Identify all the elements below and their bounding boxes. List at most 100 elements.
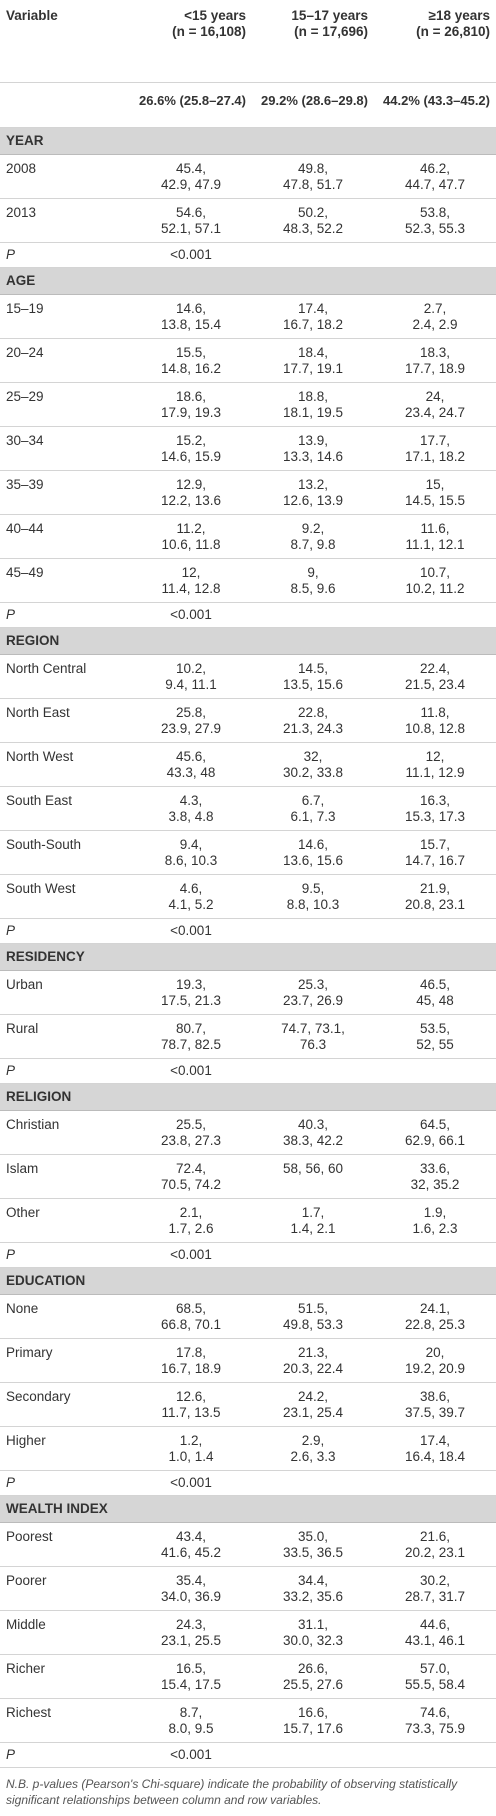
value-line: 9.4, 11.1 (165, 677, 217, 692)
value-line: 11.4, 12.8 (161, 581, 221, 596)
value-line: 8.8, 10.3 (286, 897, 340, 912)
value-line: 44.6, (419, 1617, 451, 1632)
value-cell: 8.7, 8.0, 9.5 (130, 1698, 252, 1743)
value-line: 42.9, 47.9 (160, 177, 222, 192)
value-line: 24.3, (175, 1617, 207, 1632)
value-cell: 18.4, 17.7, 19.1 (252, 338, 374, 383)
value-cell: 1.7, 1.4, 2.1 (252, 1198, 374, 1243)
spacer (252, 918, 374, 944)
header-cell: <15 years (n = 16,108) (130, 0, 252, 83)
spacer (374, 1470, 496, 1496)
value-line: 23.1, 25.4 (282, 1405, 344, 1420)
p-value: <0.001 (130, 602, 252, 628)
value-line: 41.6, 45.2 (160, 1545, 222, 1560)
value-line: 8.7, 9.8 (290, 537, 336, 552)
value-line: 17.1, 18.2 (404, 449, 466, 464)
value-line: 10.8, 12.8 (404, 721, 466, 736)
value-line: 43.4, (175, 1529, 207, 1544)
row-label: North Central (0, 654, 130, 699)
value-cell: 74.7, 73.1, 76.3 (252, 1014, 374, 1059)
value-cell: 17.4, 16.7, 18.2 (252, 294, 374, 339)
p-value: <0.001 (130, 1242, 252, 1268)
spacer (252, 1058, 374, 1084)
value-line: 17.4, (297, 301, 329, 316)
value-line: 15.2, (175, 433, 207, 448)
value-line: 58, 56, 60 (282, 1161, 344, 1176)
row-label: Middle (0, 1610, 130, 1655)
value-cell: 9.2, 8.7, 9.8 (252, 514, 374, 559)
value-line: 2.9, (301, 1433, 325, 1448)
value-cell: 2.9, 2.6, 3.3 (252, 1426, 374, 1471)
value-line: 1.6, 2.3 (412, 1221, 458, 1236)
value-line: 26.6, (297, 1661, 329, 1676)
row-label: Higher (0, 1426, 130, 1471)
value-line: 9, (307, 565, 319, 580)
value-line: 15.7, (419, 837, 451, 852)
section-title: RESIDENCY (0, 943, 496, 971)
value-line: 23.1, 25.5 (160, 1633, 222, 1648)
value-cell: 12.9, 12.2, 13.6 (130, 470, 252, 515)
value-line: 22.4, (419, 661, 451, 676)
value-cell: 45.4, 42.9, 47.9 (130, 154, 252, 199)
value-line: 23.7, 26.9 (282, 993, 344, 1008)
spacer (374, 1242, 496, 1268)
value-line: 17.5, 21.3 (160, 993, 222, 1008)
value-cell: 74.6, 73.3, 75.9 (374, 1698, 496, 1743)
value-cell: 19.3, 17.5, 21.3 (130, 970, 252, 1015)
value-line: 1.7, (301, 1205, 325, 1220)
value-cell: 2.1, 1.7, 2.6 (130, 1198, 252, 1243)
value-line: 2.6, 3.3 (290, 1449, 336, 1464)
value-cell: 68.5, 66.8, 70.1 (130, 1294, 252, 1339)
value-line: 14.5, (297, 661, 329, 676)
value-line: 10.7, (419, 565, 451, 580)
value-line: 45.6, (175, 749, 207, 764)
value-line: 78.7, 82.5 (160, 1037, 222, 1052)
p-row: P <0.001 (0, 1058, 496, 1084)
value-line: 34.4, (297, 1573, 329, 1588)
overall-row: 26.6% (25.8–27.4) 29.2% (28.6–29.8) 44.2% … (0, 82, 496, 128)
section-header: EDUCATION (0, 1267, 496, 1295)
value-line: 66.8, 70.1 (160, 1317, 222, 1332)
section-header: RELIGION (0, 1083, 496, 1111)
value-line: 38.3, 42.2 (282, 1133, 344, 1148)
value-line: 9.5, (301, 881, 325, 896)
value-line: 13.3, 14.6 (282, 449, 344, 464)
value-line: 11.1, 12.1 (405, 537, 465, 552)
value-line: 23.4, 24.7 (404, 405, 466, 420)
value-line: 11.1, 12.9 (405, 765, 465, 780)
value-line: 35.0, (297, 1529, 329, 1544)
value-cell: 35.0, 33.5, 36.5 (252, 1522, 374, 1567)
value-line: 12.2, 13.6 (160, 493, 222, 508)
row-label: 35–39 (0, 470, 130, 515)
value-line: 33.5, 36.5 (282, 1545, 344, 1560)
value-line: 1.2, (179, 1433, 203, 1448)
value-cell: 4.3, 3.8, 4.8 (130, 786, 252, 831)
row-label: South-South (0, 830, 130, 875)
value-line: 37.5, 39.7 (404, 1405, 466, 1420)
value-cell: 38.6, 37.5, 39.7 (374, 1382, 496, 1427)
spacer (252, 1470, 374, 1496)
value-line: 32, 35.2 (410, 1177, 460, 1192)
value-cell: 21.9, 20.8, 23.1 (374, 874, 496, 919)
value-line: 49.8, (297, 161, 329, 176)
value-line: 30.0, 32.3 (282, 1633, 344, 1648)
value-line: 12.9, (175, 477, 207, 492)
value-line: 70.5, 74.2 (160, 1177, 222, 1192)
value-line: 18.4, (297, 345, 329, 360)
row-label: 2008 (0, 154, 130, 199)
value-cell: 54.6, 52.1, 57.1 (130, 198, 252, 243)
value-line: 30.2, (419, 1573, 451, 1588)
row-label: North West (0, 742, 130, 787)
value-line: 16.7, 18.2 (282, 317, 344, 332)
value-line: 20.3, 22.4 (282, 1361, 344, 1376)
value-line: 21.6, (419, 1529, 451, 1544)
value-line: 33.2, 35.6 (282, 1589, 344, 1604)
data-row: Higher 1.2, 1.0, 1.4 2.9, 2.6, 3.3 17.4, 16.4,… (0, 1426, 496, 1471)
value-line: 12.6, (175, 1389, 207, 1404)
value-line: 20, (425, 1345, 445, 1360)
header-cell: ≥18 years (n = 26,810) (374, 0, 496, 83)
p-row: P <0.001 (0, 602, 496, 628)
value-cell: 58, 56, 60 (252, 1154, 374, 1199)
value-line: 20.2, 23.1 (404, 1545, 466, 1560)
value-cell: 22.8, 21.3, 24.3 (252, 698, 374, 743)
